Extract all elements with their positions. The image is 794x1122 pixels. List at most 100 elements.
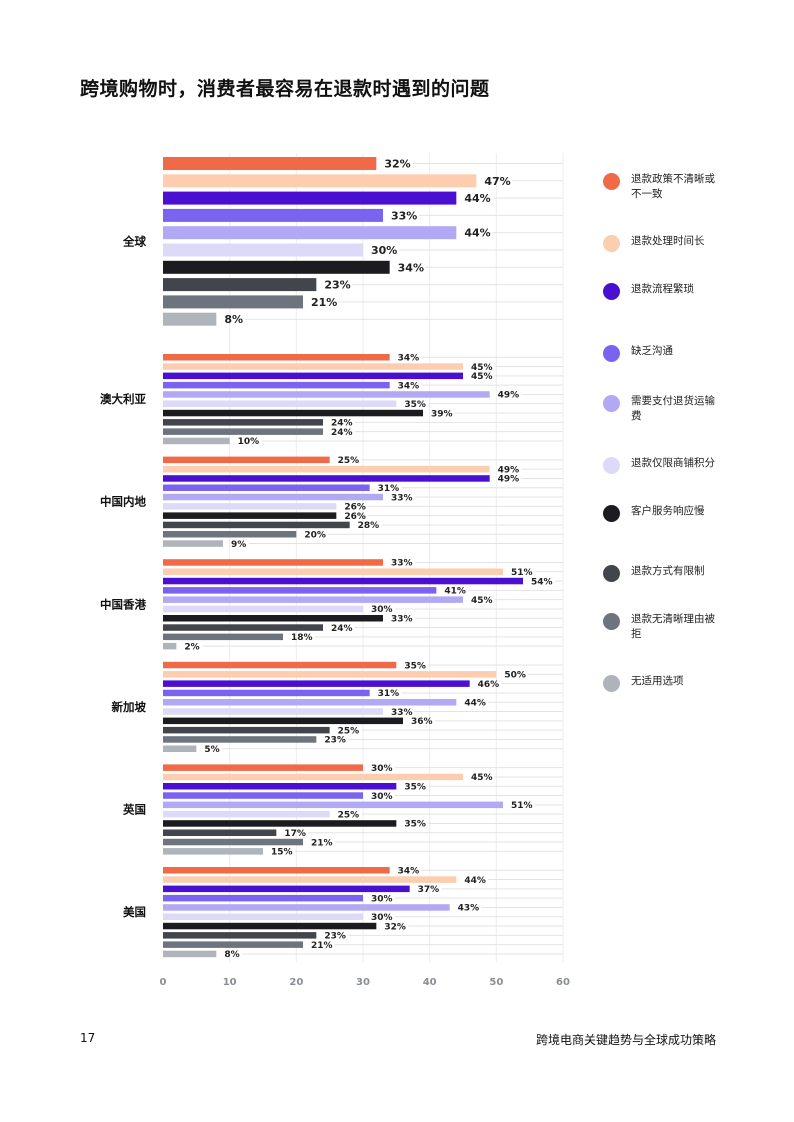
bar: [163, 699, 457, 706]
bar-value-label: 33%: [391, 209, 417, 222]
bar-value-label: 17%: [284, 829, 306, 839]
bar-value-label: 8%: [224, 950, 239, 960]
bar-value-label: 35%: [404, 820, 426, 830]
bar: [163, 484, 370, 491]
group-label: 全球: [122, 234, 146, 248]
bar: [163, 922, 377, 930]
bar: [163, 615, 383, 622]
bar-value-label: 25%: [338, 810, 360, 820]
bar-value-label: 30%: [371, 764, 393, 774]
bar: [163, 717, 403, 725]
bar-value-label: 2%: [184, 642, 199, 652]
bar-value-label: 21%: [311, 838, 333, 848]
bar: [163, 736, 317, 743]
legend-swatch: [603, 613, 620, 630]
bar: [163, 493, 383, 501]
bar: [163, 191, 457, 205]
group-label: 美国: [123, 905, 146, 919]
page-title: 跨境购物时，消费者最容易在退款时遇到的问题: [80, 78, 490, 100]
bar: [163, 174, 477, 188]
bar: [163, 932, 317, 939]
bar-value-label: 21%: [311, 941, 333, 951]
bar-value-label: 44%: [464, 698, 486, 708]
bar-value-label: 49%: [498, 475, 520, 485]
page-number: 17: [80, 1031, 96, 1045]
bar-value-label: 33%: [391, 559, 413, 569]
bar-value-label: 23%: [324, 736, 346, 746]
bar-value-label: 33%: [391, 493, 413, 503]
group-label: 澳大利亚: [100, 392, 146, 406]
bar-value-label: 26%: [344, 503, 366, 513]
bar-value-label: 32%: [384, 157, 410, 170]
group-label: 中国香港: [100, 597, 146, 611]
legend-swatch: [603, 173, 620, 190]
legend-label: 客户服务响应慢: [631, 505, 705, 517]
bar-value-label: 45%: [471, 773, 493, 783]
bar: [163, 577, 523, 585]
bar-value-label: 49%: [498, 391, 520, 401]
bar-value-label: 33%: [391, 614, 413, 624]
bar: [163, 400, 397, 407]
bar: [163, 409, 423, 417]
x-tick-label: 60: [556, 977, 570, 988]
bar: [163, 295, 303, 309]
bar: [163, 419, 323, 426]
bar-value-label: 26%: [344, 512, 366, 522]
bar-value-label: 24%: [331, 624, 353, 634]
bar: [163, 568, 503, 575]
legend-label: 退款仅限商铺积分: [631, 457, 715, 469]
bar: [163, 354, 390, 361]
bar: [163, 596, 463, 603]
bar-value-label: 30%: [371, 244, 397, 257]
bar: [163, 773, 463, 781]
group-label: 新加坡: [112, 700, 147, 714]
bar: [163, 950, 217, 958]
legend-label: 缺乏沟通: [631, 345, 673, 357]
bar: [163, 745, 197, 752]
bar: [163, 661, 397, 669]
bar-value-label: 43%: [458, 904, 480, 914]
bar-value-label: 23%: [324, 279, 350, 292]
bar: [163, 428, 323, 435]
bar: [163, 671, 497, 678]
bar: [163, 708, 383, 715]
bar-value-label: 23%: [324, 932, 346, 942]
group-label: 英国: [122, 803, 146, 817]
bar-value-label: 35%: [404, 782, 426, 792]
bar-value-label: 41%: [444, 587, 466, 597]
bar-value-label: 18%: [291, 633, 313, 643]
bar: [163, 540, 223, 547]
legend-label: 退款处理时间长: [631, 235, 705, 247]
legend-swatch: [603, 565, 620, 582]
bar: [163, 605, 363, 613]
bar-value-label: 54%: [531, 577, 553, 587]
bar-value-label: 34%: [398, 261, 424, 274]
x-tick-label: 20: [289, 977, 303, 988]
bar-value-label: 28%: [358, 521, 380, 531]
bar-value-label: 25%: [338, 456, 360, 466]
legend-swatch: [603, 675, 620, 692]
bar-value-label: 50%: [504, 671, 526, 681]
x-tick-label: 50: [489, 977, 503, 988]
bar: [163, 559, 383, 566]
bar: [163, 278, 317, 292]
bar: [163, 437, 230, 445]
bar: [163, 689, 370, 697]
bar-value-label: 34%: [398, 866, 420, 876]
bar: [163, 363, 463, 370]
legend-swatch: [603, 283, 620, 300]
bar: [163, 726, 330, 734]
group-label: 中国内地: [100, 495, 146, 509]
bar: [163, 456, 330, 464]
legend-label: 退款无清晰理由被拒: [631, 613, 715, 640]
bar: [163, 820, 397, 827]
bar-value-label: 34%: [398, 353, 420, 363]
bar-value-label: 35%: [404, 661, 426, 671]
refund-issues-bar-chart: 全球32%47%44%33%44%30%34%23%21%8%澳大利亚34%45…: [100, 153, 570, 988]
bar-value-label: 31%: [378, 689, 400, 699]
bar-value-label: 45%: [471, 596, 493, 606]
bar-value-label: 8%: [224, 313, 243, 326]
bar-value-label: 32%: [384, 922, 406, 932]
bar-value-label: 39%: [431, 409, 453, 419]
bar-value-label: 46%: [478, 680, 500, 690]
